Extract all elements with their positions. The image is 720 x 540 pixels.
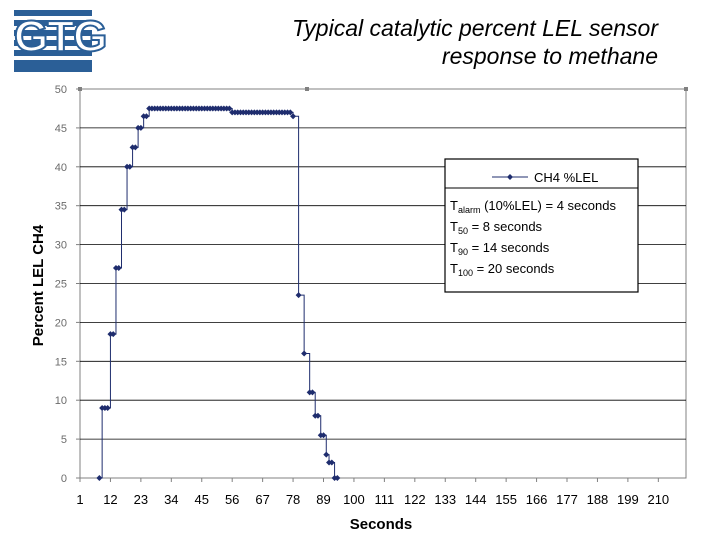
- data-point: [104, 404, 111, 411]
- annotation-text: = 14 seconds: [468, 240, 550, 255]
- data-point: [137, 124, 144, 131]
- logo-stripe: [14, 46, 92, 50]
- data-point: [143, 113, 150, 120]
- y-tick-label: 5: [61, 434, 67, 446]
- x-tick-label: 1: [76, 492, 83, 507]
- data-point: [334, 475, 341, 481]
- logo-backdrop: [14, 10, 92, 72]
- annotation-text: T: [450, 219, 458, 234]
- x-tick-label: 78: [286, 492, 300, 507]
- x-tick-label: 177: [556, 492, 578, 507]
- x-axis-title: Seconds: [350, 516, 413, 533]
- data-point: [309, 389, 316, 396]
- data-point: [121, 206, 128, 213]
- y-tick-label: 50: [55, 84, 67, 96]
- y-tick-label: 20: [55, 317, 67, 329]
- logo-stripe: [14, 36, 92, 40]
- annotation-text: T: [450, 261, 458, 276]
- data-point: [226, 105, 233, 112]
- x-tick-label: 12: [103, 492, 117, 507]
- x-tick-label: 89: [316, 492, 330, 507]
- annotation-subscript: 50: [458, 226, 468, 236]
- x-tick-label: 199: [617, 492, 639, 507]
- x-tick-label: 34: [164, 492, 178, 507]
- legend-label: CH4 %LEL: [534, 170, 598, 185]
- slide-title: Typical catalytic percent LEL sensor res…: [150, 14, 658, 70]
- annotation-subscript: 90: [458, 247, 468, 257]
- data-point: [115, 264, 122, 271]
- x-tick-label: 188: [587, 492, 609, 507]
- y-tick-label: 25: [55, 279, 67, 291]
- x-tick-label: 45: [195, 492, 209, 507]
- annotation-text: (10%LEL) = 4 seconds: [480, 198, 616, 213]
- logo-stripe: [14, 56, 92, 60]
- data-point: [287, 109, 294, 116]
- legend-annotation: T90 = 14 seconds: [450, 240, 550, 257]
- x-tick-label: 67: [255, 492, 269, 507]
- data-point: [323, 451, 330, 458]
- data-point: [132, 144, 139, 151]
- y-tick-label: 15: [55, 356, 67, 368]
- border-marker: [684, 87, 688, 91]
- series-0: [96, 105, 341, 481]
- data-point: [301, 350, 308, 357]
- x-tick-label: 166: [526, 492, 548, 507]
- logo-stripe: [14, 26, 92, 30]
- x-tick-label: 133: [434, 492, 456, 507]
- annotation-text: = 8 seconds: [468, 219, 543, 234]
- x-tick-label: 23: [134, 492, 148, 507]
- x-tick-label: 111: [375, 492, 395, 507]
- data-point: [295, 292, 302, 299]
- data-point: [320, 432, 327, 439]
- data-point: [126, 163, 133, 170]
- y-tick-label: 40: [55, 162, 67, 174]
- logo-stripe: [14, 16, 92, 20]
- annotation-text: = 20 seconds: [473, 261, 555, 276]
- legend-annotation: T50 = 8 seconds: [450, 219, 543, 236]
- y-tick-label: 10: [55, 395, 67, 407]
- gtg-logo: [14, 10, 92, 72]
- data-point: [290, 113, 297, 120]
- x-tick-label: 144: [465, 492, 487, 507]
- x-tick-label: 122: [404, 492, 426, 507]
- y-tick-label: 35: [55, 201, 67, 213]
- slide-title-line2: response to methane: [441, 43, 658, 69]
- data-point: [328, 459, 335, 466]
- data-point: [96, 475, 103, 481]
- border-marker: [305, 87, 309, 91]
- x-tick-label: 155: [495, 492, 517, 507]
- annotation-text: T: [450, 198, 458, 213]
- annotation-subscript: alarm: [458, 205, 481, 215]
- y-axis-title: Percent LEL CH4: [30, 224, 47, 346]
- x-tick-label: 100: [343, 492, 365, 507]
- slide-title-line1: Typical catalytic percent LEL sensor: [291, 15, 658, 41]
- legend-marker: [507, 174, 513, 180]
- y-tick-label: 45: [55, 123, 67, 135]
- x-tick-label: 210: [647, 492, 669, 507]
- legend-annotation: Talarm (10%LEL) = 4 seconds: [450, 198, 616, 215]
- legend-annotation: T100 = 20 seconds: [450, 261, 555, 278]
- x-tick-label: 56: [225, 492, 239, 507]
- data-point: [110, 331, 117, 338]
- data-point: [314, 412, 321, 419]
- y-tick-label: 0: [61, 473, 67, 485]
- legend-box: [444, 158, 639, 293]
- y-tick-label: 30: [55, 240, 67, 252]
- annotation-text: T: [450, 240, 458, 255]
- annotation-subscript: 100: [458, 268, 473, 278]
- border-marker: [78, 87, 82, 91]
